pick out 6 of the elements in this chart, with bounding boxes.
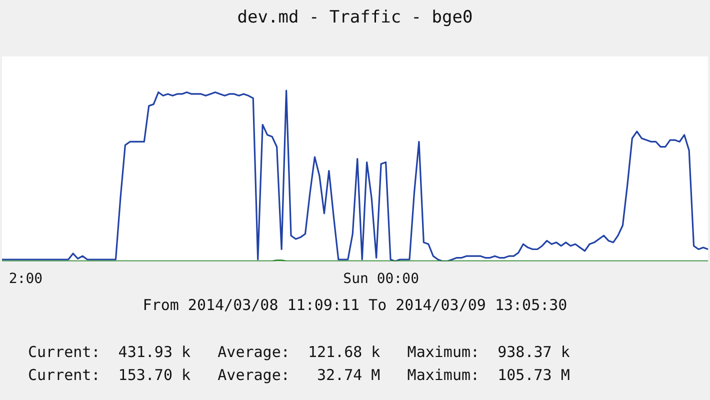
text: From 2014/03/08 11:09:11 To 2014/03/09 13:05:30 (142, 295, 568, 316)
text: Current: 431.93 k Average: 121.68 k Maximum: 938.37 k (27, 342, 571, 363)
x-tick-label: 2:00 (8, 271, 43, 288)
chart-title: dev.md - Traffic - bge0 (237, 8, 473, 28)
text: Current: 153.70 k Average: 32.74 M Maximum: 105.73 M (27, 365, 571, 386)
x-tick-label: Sun 00:00 (343, 271, 419, 288)
